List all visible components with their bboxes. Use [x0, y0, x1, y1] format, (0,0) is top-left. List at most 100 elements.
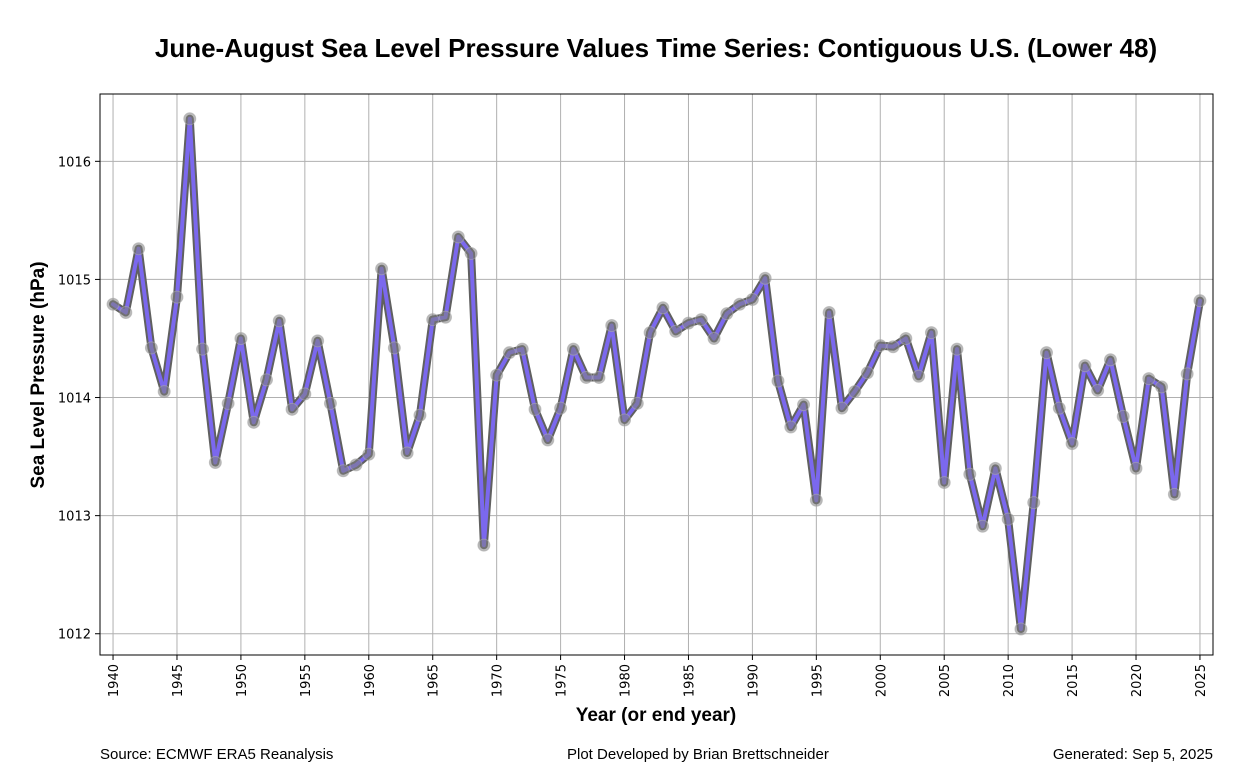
data-point [643, 326, 657, 340]
data-point [720, 307, 734, 321]
y-tick-label: 1013 [58, 510, 91, 525]
data-point [477, 538, 491, 552]
data-point [285, 402, 299, 416]
data-point [797, 398, 811, 412]
data-point [119, 305, 133, 319]
data-point [234, 331, 248, 345]
data-point [988, 461, 1002, 475]
data-point [1180, 367, 1194, 381]
data-point [605, 318, 619, 332]
data-point [912, 369, 926, 383]
data-point [362, 447, 376, 461]
x-tick-label: 1990 [746, 664, 761, 697]
data-point [618, 413, 632, 427]
series-line-outline [109, 114, 1204, 633]
data-point [822, 305, 836, 319]
data-point [579, 370, 593, 384]
data-point [439, 310, 453, 324]
x-tick-label: 1965 [427, 664, 442, 697]
data-point [1116, 409, 1130, 423]
y-tick-label: 1014 [58, 392, 91, 407]
data-point [873, 339, 887, 353]
data-point [451, 230, 465, 244]
series-line [111, 116, 1202, 631]
data-point [106, 297, 120, 311]
data-point [758, 271, 772, 285]
x-tick-label: 1975 [555, 664, 570, 697]
data-point [1142, 372, 1156, 386]
y-tick-label: 1012 [58, 628, 91, 643]
data-point [490, 368, 504, 382]
data-point [298, 387, 312, 401]
x-tick-label: 2015 [1066, 664, 1081, 697]
data-point [375, 262, 389, 276]
data-point [592, 370, 606, 384]
data-point [183, 112, 197, 126]
x-tick-label: 1960 [363, 664, 378, 697]
y-axis-label: Sea Level Pressure (hPa) [28, 261, 49, 488]
x-tick-label: 1985 [682, 664, 697, 697]
data-point [323, 396, 337, 410]
data-point [170, 290, 184, 304]
data-point [132, 242, 146, 256]
x-tick-label: 2010 [1002, 664, 1017, 697]
data-point [630, 396, 644, 410]
data-point [809, 493, 823, 507]
x-tick-label: 2000 [874, 664, 889, 697]
x-tick-label: 2020 [1130, 664, 1145, 697]
data-point [1052, 401, 1066, 415]
data-point [745, 293, 759, 307]
data-point [311, 334, 325, 348]
series-layer [106, 112, 1207, 636]
data-point [247, 415, 261, 429]
data-point [349, 458, 363, 472]
data-point [1065, 437, 1079, 451]
data-point [336, 464, 350, 478]
data-point [502, 346, 516, 360]
chart-title: June-August Sea Level Pressure Values Ti… [155, 33, 1157, 63]
y-axis: 1012 1013 1014 1015 1016 [58, 155, 100, 643]
data-point [528, 402, 542, 416]
x-axis-label: Year (or end year) [576, 705, 737, 726]
data-point [1040, 346, 1054, 360]
x-tick-label: 1970 [491, 664, 506, 697]
y-tick-label: 1016 [58, 155, 91, 170]
data-point [1193, 294, 1207, 308]
data-point [464, 246, 478, 260]
data-point [400, 446, 414, 460]
data-point [144, 341, 158, 355]
data-point [1091, 383, 1105, 397]
grid [100, 94, 1213, 655]
data-point [387, 341, 401, 355]
plot-frame [99, 93, 1214, 656]
data-point [1167, 487, 1181, 501]
data-point [835, 401, 849, 415]
data-point [963, 467, 977, 481]
data-point [196, 342, 210, 356]
data-point [1001, 512, 1015, 526]
data-point [541, 433, 555, 447]
data-point [272, 314, 286, 328]
data-point [259, 373, 273, 387]
data-point [899, 331, 913, 345]
data-point [848, 385, 862, 399]
data-point [1129, 461, 1143, 475]
data-point [413, 408, 427, 422]
source-note: Source: ECMWF ERA5 Reanalysis [100, 746, 334, 763]
data-point [208, 455, 222, 469]
data-point [976, 519, 990, 533]
data-point [771, 374, 785, 388]
data-point [669, 324, 683, 338]
x-tick-label: 1995 [810, 664, 825, 697]
credit-note: Plot Developed by Brian Brettschneider [567, 746, 829, 763]
data-point [937, 476, 951, 490]
x-tick-label: 1980 [619, 664, 634, 697]
data-point [707, 331, 721, 345]
data-point [656, 301, 670, 315]
data-point [733, 297, 747, 311]
data-point [1027, 496, 1041, 510]
data-point [1014, 622, 1028, 636]
data-point [860, 366, 874, 380]
data-point [566, 342, 580, 356]
